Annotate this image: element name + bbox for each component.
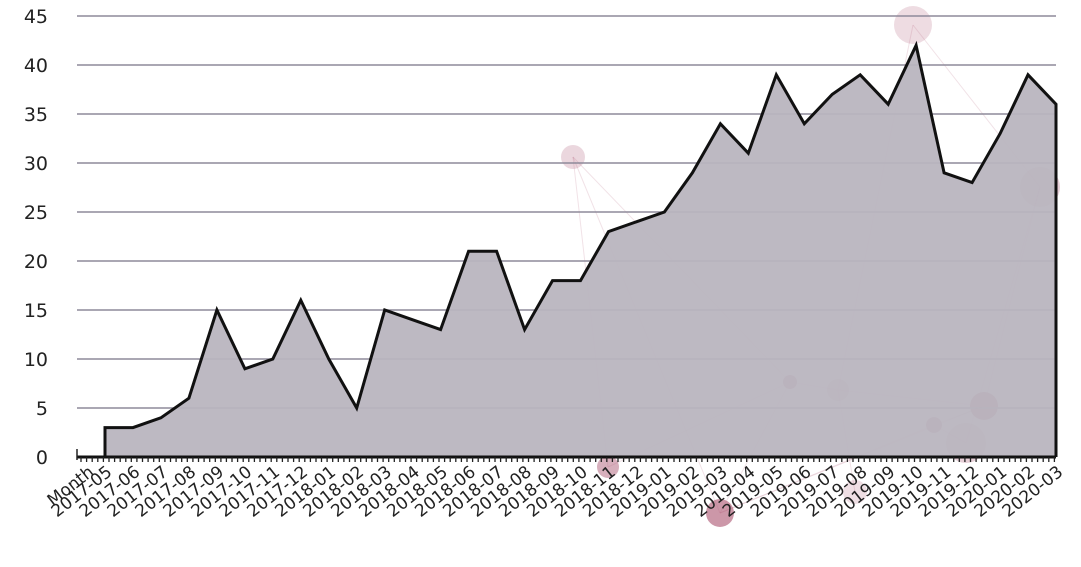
y-tick-label: 30 [24, 153, 48, 175]
decor-node [561, 145, 585, 169]
x-tick-labels: Month2017-052017-062017-072017-082017-09… [44, 462, 1067, 521]
y-tick-label: 25 [24, 202, 48, 224]
y-tick-label: 0 [36, 447, 48, 469]
series-line [103, 40, 1058, 457]
y-tick-label: 45 [24, 6, 48, 28]
area-fill [105, 45, 1056, 458]
decor-node [894, 6, 932, 44]
y-tick-label: 35 [24, 104, 48, 126]
decor-node [597, 456, 619, 478]
y-tick-label: 15 [24, 300, 48, 322]
y-tick-labels: 0 5 10 15 20 25 30 35 40 45 [24, 6, 48, 469]
x-axis-ticks [76, 449, 1056, 462]
y-tick-label: 5 [36, 398, 48, 420]
y-tick-label: 20 [24, 251, 48, 273]
y-tick-label: 10 [24, 349, 48, 371]
decor-node [706, 499, 734, 527]
y-tick-label: 40 [24, 55, 48, 77]
decor-node [843, 480, 867, 504]
